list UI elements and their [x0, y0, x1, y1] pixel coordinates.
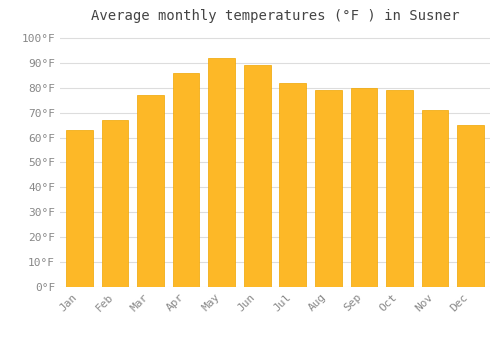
Bar	[386, 90, 412, 287]
Bar	[66, 130, 93, 287]
Bar	[457, 125, 484, 287]
Bar	[315, 90, 342, 287]
Title: Average monthly temperatures (°F ) in Susner: Average monthly temperatures (°F ) in Su…	[91, 9, 459, 23]
Bar	[208, 58, 235, 287]
Bar	[422, 110, 448, 287]
Bar	[244, 65, 270, 287]
Bar	[173, 73, 200, 287]
Bar	[350, 88, 377, 287]
Bar	[102, 120, 128, 287]
Bar	[138, 95, 164, 287]
Bar	[280, 83, 306, 287]
